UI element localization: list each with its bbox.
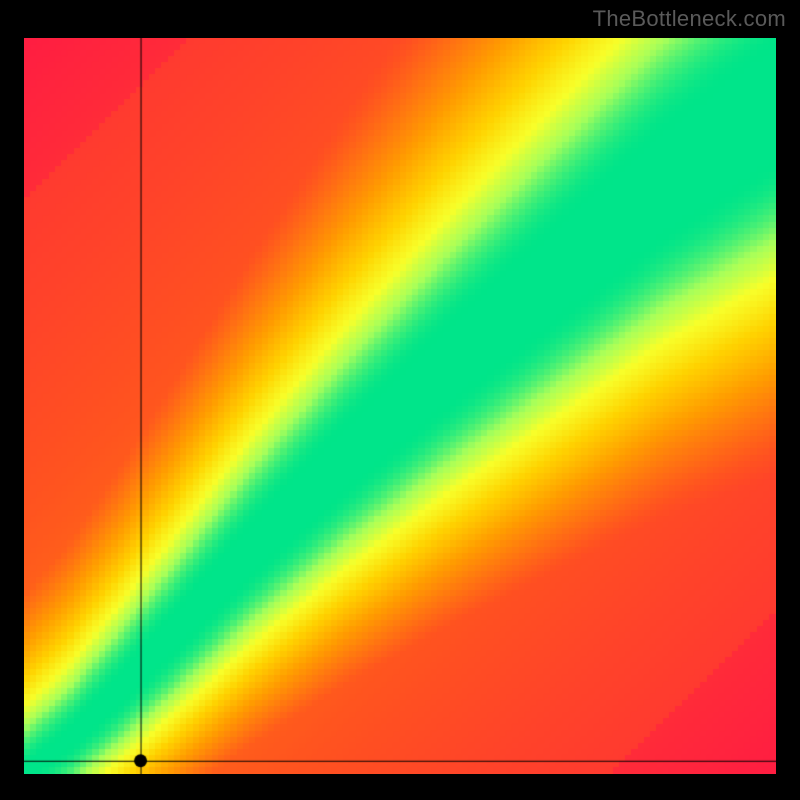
- heatmap-canvas: [24, 38, 776, 774]
- heatmap-plot: [24, 38, 776, 774]
- attribution-text: TheBottleneck.com: [593, 6, 786, 32]
